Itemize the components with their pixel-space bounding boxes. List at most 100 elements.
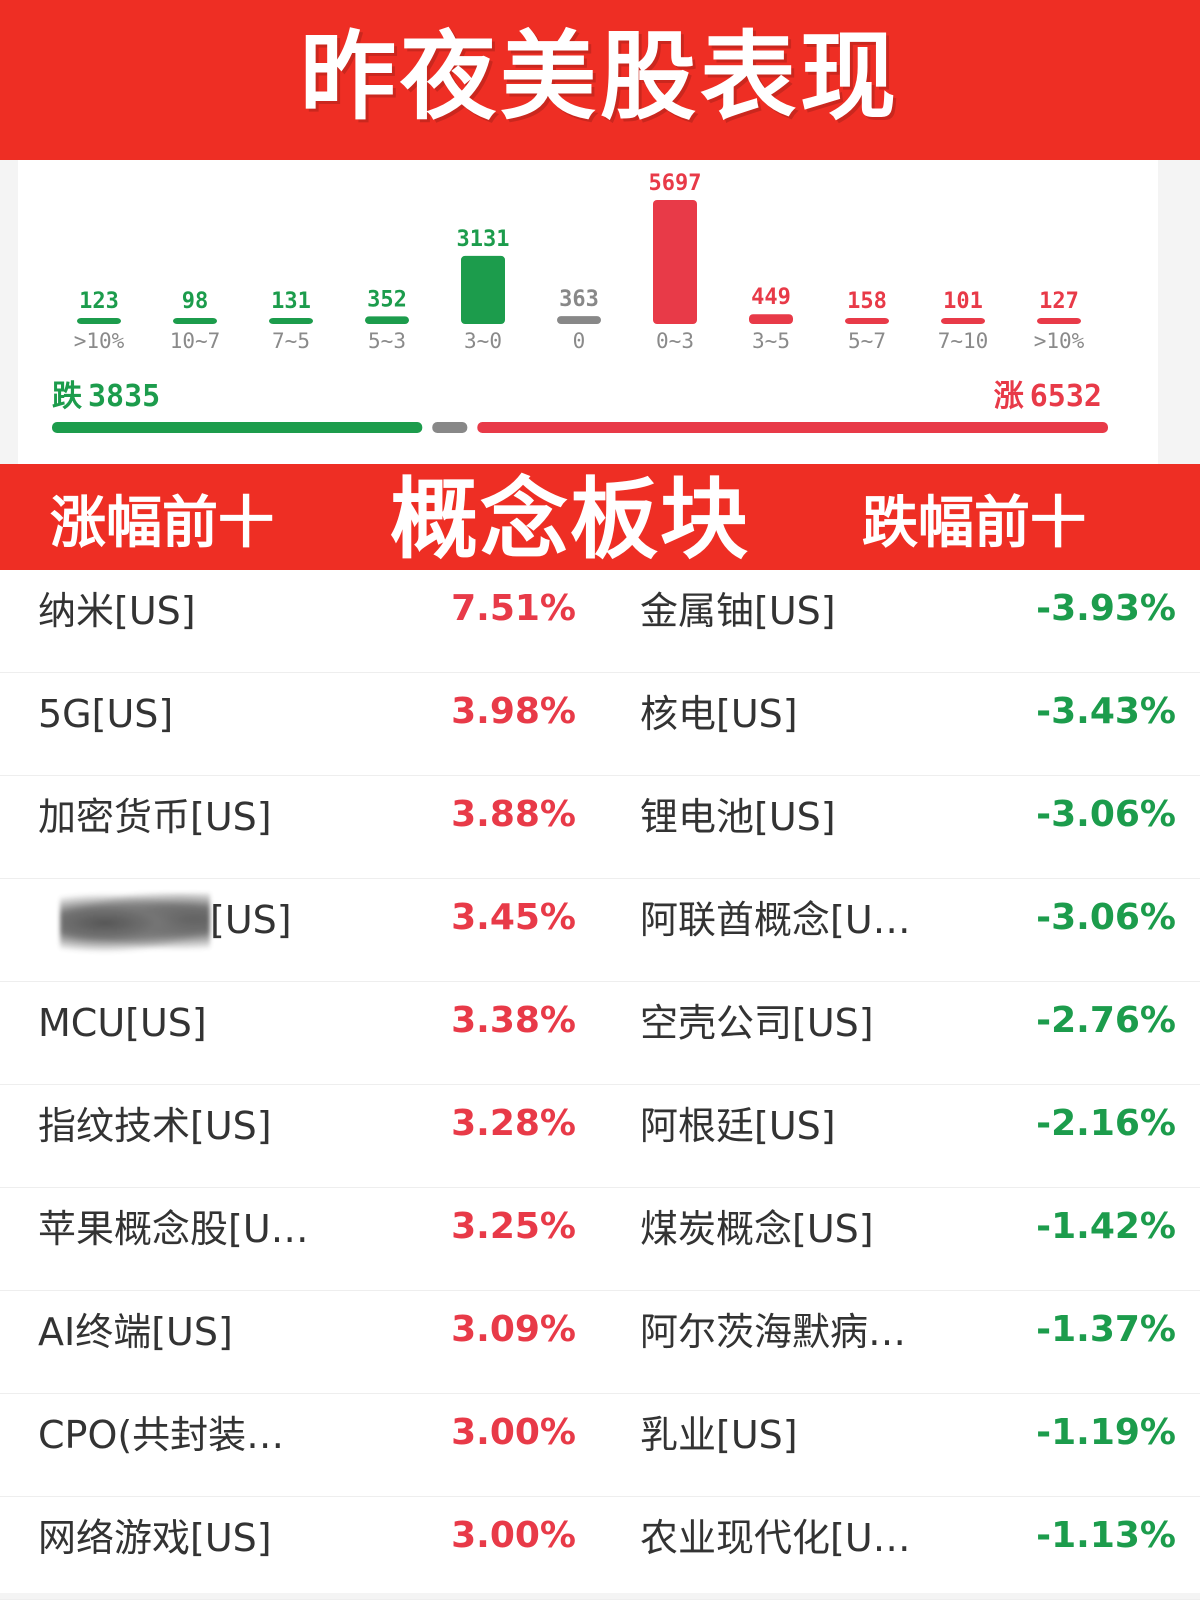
concept-sector-title: 概念板块 — [389, 468, 750, 571]
list-item[interactable]: CPO(共封装… 3.00% — [0, 1394, 600, 1497]
sector-change: -1.37% — [1036, 1309, 1176, 1350]
sector-change: 3.25% — [451, 1206, 576, 1247]
bar-count-label: 98 — [182, 289, 209, 314]
bucket-range-label: 0 — [573, 329, 586, 353]
bar-count-label: 449 — [751, 285, 791, 310]
sector-name: 阿尔茨海默病… — [640, 1310, 907, 1354]
bar-count-label: 131 — [271, 289, 311, 314]
distribution-bar — [557, 316, 601, 324]
bucket-range-label: 3~5 — [752, 329, 790, 353]
distribution-bar — [941, 318, 985, 324]
concept-band: 涨幅前十 概念板块 跌幅前十 — [0, 464, 1200, 570]
bucket-range-label: 5~7 — [848, 329, 886, 353]
sector-change: -2.16% — [1036, 1103, 1176, 1144]
bar-count-label: 3131 — [457, 227, 510, 252]
sector-change: -3.06% — [1036, 897, 1176, 938]
bucket-range-label: 5~3 — [368, 329, 406, 353]
bar-count-label: 127 — [1039, 289, 1079, 314]
bucket-range-label: >10% — [1034, 329, 1085, 353]
sector-change: -3.06% — [1036, 794, 1176, 835]
sector-change: 3.28% — [451, 1103, 576, 1144]
bar-count-label: 123 — [79, 289, 119, 314]
redacted-scribble — [60, 893, 210, 953]
sector-name: CPO(共封装… — [38, 1413, 285, 1457]
list-item[interactable]: 农业现代化[U… -1.13% — [600, 1497, 1200, 1600]
bucket-range-label: 10~7 — [170, 329, 221, 353]
list-item[interactable]: MCU[US] 3.38% — [0, 982, 600, 1085]
list-item[interactable]: 指纹技术[US] 3.28% — [0, 1085, 600, 1188]
sector-change: 7.51% — [451, 588, 576, 629]
list-item[interactable]: 阿尔茨海默病… -1.37% — [600, 1291, 1200, 1394]
list-item[interactable]: 阿根廷[US] -2.16% — [600, 1085, 1200, 1188]
distribution-bar — [653, 200, 697, 324]
sector-name: [US] — [210, 898, 292, 942]
sector-name: 纳米[US] — [38, 589, 196, 633]
bucket-range-label: 0~3 — [656, 329, 694, 353]
rise-ratio-bar — [477, 422, 1109, 433]
sector-name: 指纹技术[US] — [38, 1104, 272, 1148]
sector-change: 3.00% — [451, 1515, 576, 1556]
fall-ratio-bar — [52, 422, 423, 433]
sector-change: 3.09% — [451, 1309, 576, 1350]
sector-name: 阿根廷[US] — [640, 1104, 836, 1148]
list-item[interactable]: 乳业[US] -1.19% — [600, 1394, 1200, 1497]
losers-list: 金属铀[US] -3.93% 核电[US] -3.43% 锂电池[US] -3.06% 阿联… — [600, 570, 1200, 1600]
gainers-list: 纳米[US] 7.51% 5G[US] 3.98% 加密货币[US] 3.88% [US] 3… — [0, 570, 600, 1600]
sector-name: 加密货币[US] — [38, 795, 272, 839]
sector-name: 空壳公司[US] — [640, 1001, 874, 1045]
distribution-bar — [461, 255, 505, 324]
sector-change: -3.93% — [1036, 588, 1176, 629]
sector-name: 金属铀[US] — [640, 589, 836, 633]
sector-name: MCU[US] — [38, 1001, 207, 1045]
bar-count-label: 352 — [367, 287, 407, 312]
distribution-bar — [173, 318, 217, 324]
sector-name: 核电[US] — [640, 692, 798, 736]
list-item[interactable]: 煤炭概念[US] -1.42% — [600, 1188, 1200, 1291]
distribution-chart: 123 >10% 98 10~7 131 7~5 352 5~3 3131 3~0 363 0 5697… — [52, 171, 1109, 433]
list-item[interactable]: [US] 3.45% — [0, 879, 600, 982]
flat-ratio-bar — [432, 422, 468, 433]
sector-change: -1.42% — [1036, 1206, 1176, 1247]
list-item[interactable]: 5G[US] 3.98% — [0, 673, 600, 776]
distribution-bar — [1037, 318, 1081, 324]
bar-count-label: 363 — [559, 287, 599, 312]
sector-change: 3.38% — [451, 1000, 576, 1041]
sector-change: 3.00% — [451, 1412, 576, 1453]
sector-name: AI终端[US] — [38, 1310, 233, 1354]
sector-name: 阿联酋概念[U… — [640, 898, 911, 942]
distribution-bar — [749, 314, 793, 324]
list-item[interactable]: 苹果概念股[U… 3.25% — [0, 1188, 600, 1291]
fall-total: 跌 3835 — [52, 379, 160, 414]
page-title: 昨夜美股表现 — [300, 21, 900, 133]
distribution-bar — [845, 318, 889, 324]
sector-lists: 纳米[US] 7.51% 5G[US] 3.98% 加密货币[US] 3.88% [US] 3… — [0, 570, 1200, 1600]
sector-name: 锂电池[US] — [640, 795, 836, 839]
sector-name: 乳业[US] — [640, 1413, 798, 1457]
sector-change: -3.43% — [1036, 691, 1176, 732]
list-item[interactable]: 核电[US] -3.43% — [600, 673, 1200, 776]
sector-change: 3.45% — [451, 897, 576, 938]
list-item[interactable]: 金属铀[US] -3.93% — [600, 570, 1200, 673]
sector-change: -2.76% — [1036, 1000, 1176, 1041]
distribution-bar — [77, 318, 121, 324]
distribution-bar — [269, 318, 313, 324]
distribution-panel: 123 >10% 98 10~7 131 7~5 352 5~3 3131 3~0 363 0 5697… — [18, 160, 1158, 464]
top-gainers-heading: 涨幅前十 — [50, 491, 274, 556]
list-item[interactable]: AI终端[US] 3.09% — [0, 1291, 600, 1394]
bar-count-label: 101 — [943, 289, 983, 314]
bar-count-label: 5697 — [649, 171, 702, 196]
rise-total: 涨 6532 — [994, 379, 1102, 414]
header-banner: 昨夜美股表现 — [0, 0, 1200, 160]
list-item[interactable]: 网络游戏[US] 3.00% — [0, 1497, 600, 1600]
bucket-range-label: >10% — [74, 329, 125, 353]
list-item[interactable]: 空壳公司[US] -2.76% — [600, 982, 1200, 1085]
bucket-range-label: 7~5 — [272, 329, 310, 353]
list-item[interactable]: 纳米[US] 7.51% — [0, 570, 600, 673]
sector-name: 农业现代化[U… — [640, 1516, 911, 1560]
list-item[interactable]: 加密货币[US] 3.88% — [0, 776, 600, 879]
distribution-bar — [365, 316, 409, 324]
list-item[interactable]: 阿联酋概念[U… -3.06% — [600, 879, 1200, 982]
bucket-range-label: 3~0 — [464, 329, 502, 353]
list-item[interactable]: 锂电池[US] -3.06% — [600, 776, 1200, 879]
sector-name: 煤炭概念[US] — [640, 1207, 874, 1251]
